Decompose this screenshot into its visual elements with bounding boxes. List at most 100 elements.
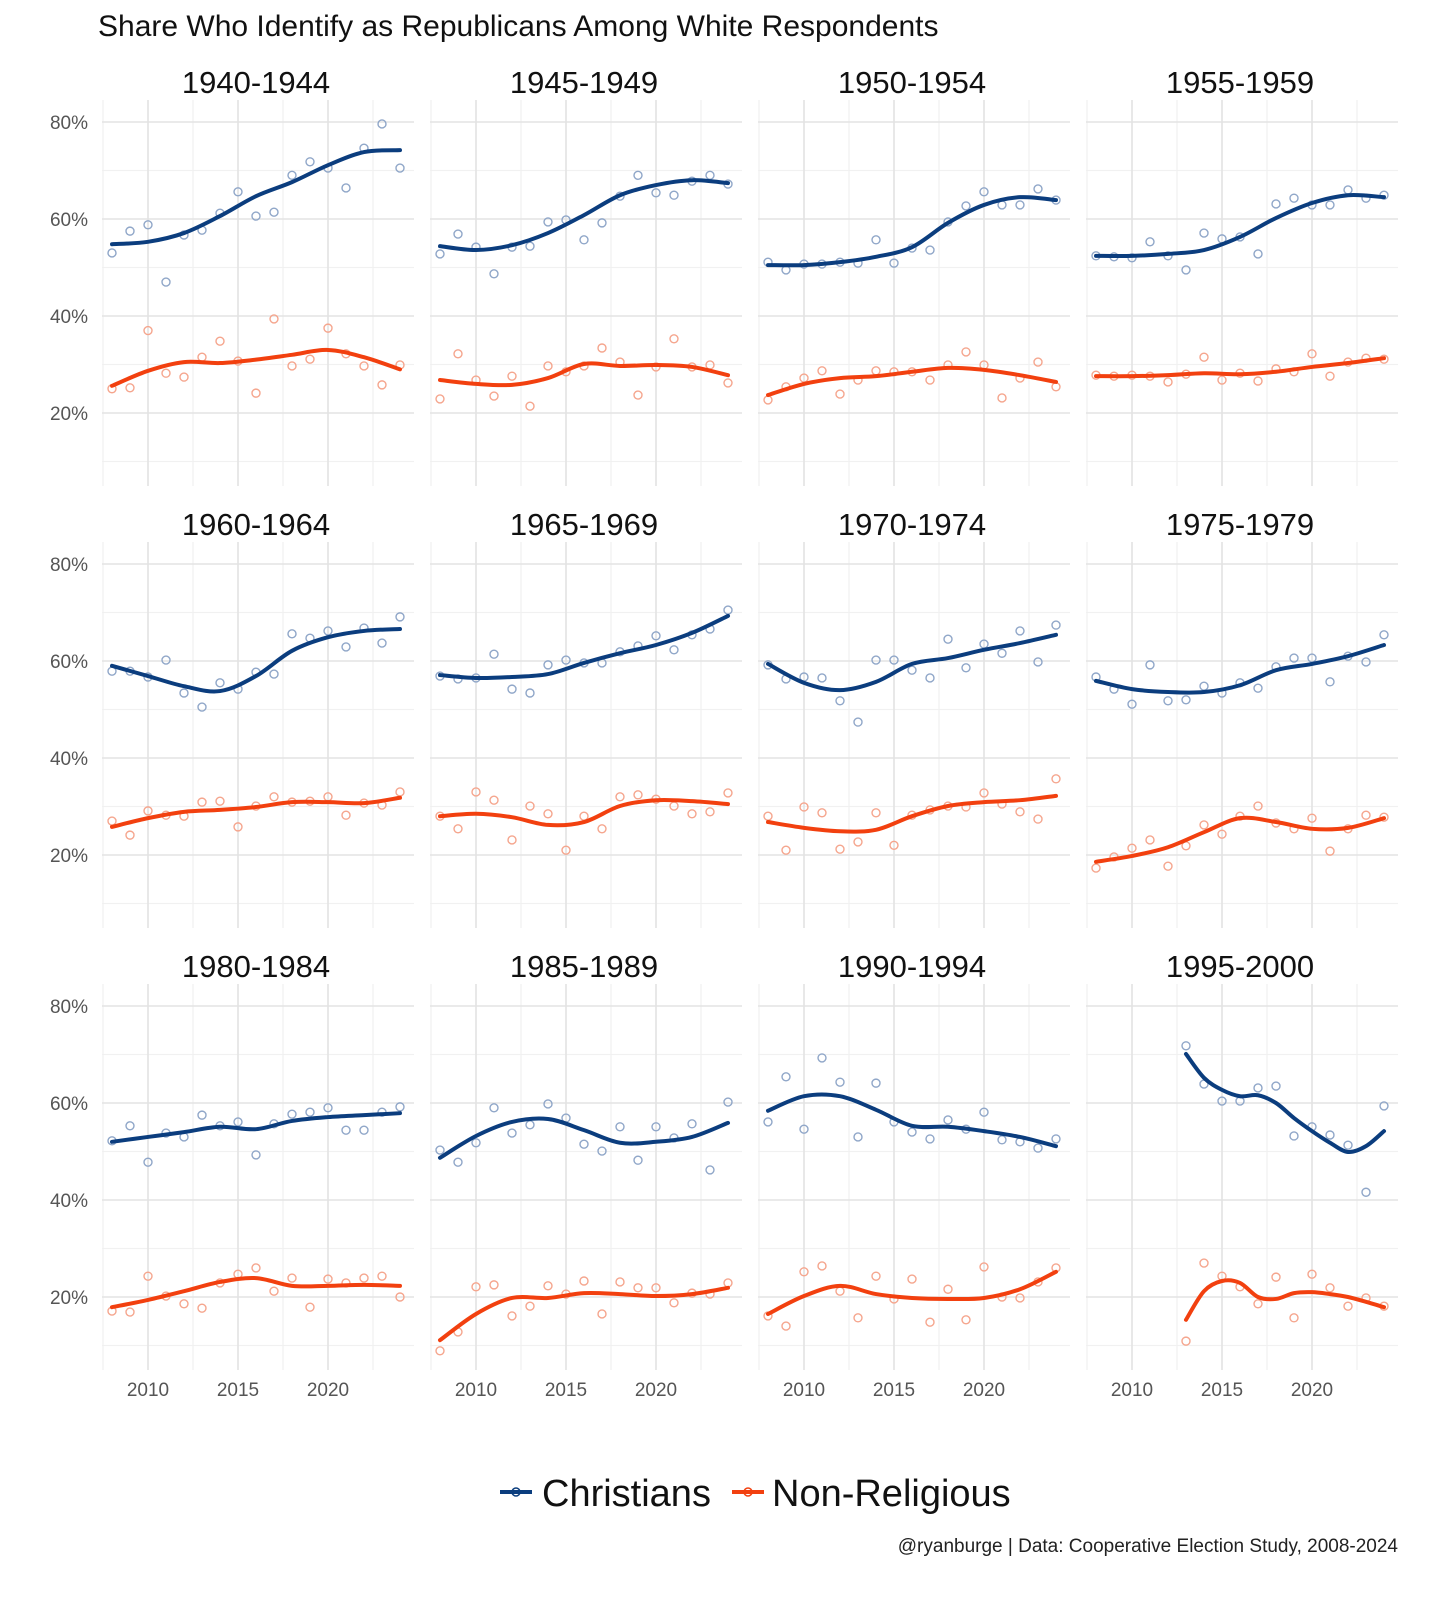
christians-point (889, 258, 899, 268)
y-tick-label: 20% (50, 404, 88, 425)
nonreligious-point (853, 837, 863, 847)
panel-1945-1949: 1945-1949 (430, 65, 742, 486)
nonreligious-point (1199, 1258, 1209, 1268)
christians-point (287, 170, 297, 181)
christians-point (705, 1165, 715, 1175)
nonreligious-point (1307, 349, 1317, 359)
christians-point (507, 1128, 517, 1138)
christians-point (1015, 626, 1025, 636)
christians-point (341, 1125, 351, 1135)
christians-point (651, 631, 661, 641)
panel-1950-1954: 1950-1954 (758, 65, 1070, 486)
panel-title: 1970-1974 (838, 507, 986, 542)
christians-point (579, 235, 589, 245)
nonreligious-trend-line (766, 793, 1058, 834)
nonreligious-trend-line (110, 347, 402, 388)
panel-title: 1965-1969 (510, 507, 658, 542)
nonreligious-point (507, 371, 517, 381)
christians-point (125, 226, 135, 236)
nonreligious-point (871, 808, 881, 818)
christians-point (323, 626, 333, 636)
panel-1990-1994: 1990-1994 2010 2015 2020 (758, 949, 1070, 1401)
legend: Christians Non-Religious (500, 1473, 1011, 1515)
nonreligious-point (359, 1273, 369, 1283)
nonreligious-point (395, 1292, 405, 1302)
panel-1985-1989: 1985-1989 2010 2015 2020 (430, 949, 742, 1401)
nonreligious-point (835, 389, 845, 399)
caption: @ryanburge | Data: Cooperative Election … (898, 1536, 1399, 1557)
nonreligious-point (1325, 371, 1335, 381)
christians-point (507, 684, 517, 694)
nonreligious-point (1325, 1283, 1335, 1293)
christians-point (471, 1138, 481, 1148)
nonreligious-point (925, 1317, 935, 1327)
christians-point (871, 1078, 881, 1088)
nonreligious-point (853, 1313, 863, 1323)
nonreligious-point (669, 334, 679, 344)
nonreligious-point (799, 802, 809, 812)
x-tick-label: 2015 (873, 1380, 915, 1401)
christians-point (1289, 193, 1299, 203)
christians-point (233, 187, 243, 197)
christians-point (1217, 1096, 1227, 1106)
nonreligious-point (723, 788, 733, 798)
christians-point (669, 190, 679, 200)
christians-point (1379, 630, 1389, 640)
chart-title: Share Who Identify as Republicans Among … (98, 10, 938, 43)
y-tick-label: 60% (50, 652, 88, 673)
christians-point (651, 1122, 661, 1132)
christians-point (871, 655, 881, 665)
nonreligious-point (525, 801, 535, 811)
christians-point (489, 1103, 499, 1113)
nonreligious-point (1325, 846, 1335, 856)
nonreligious-point (1145, 835, 1155, 845)
nonreligious-point (377, 1271, 387, 1281)
christians-point (395, 1102, 405, 1112)
christians-point (907, 665, 917, 675)
christians-point (341, 642, 351, 652)
christians-point (1343, 1140, 1353, 1150)
nonreligious-point (507, 1311, 517, 1321)
christians-point (287, 1109, 297, 1119)
nonreligious-point (161, 368, 171, 378)
christians-point (925, 673, 935, 683)
nonreligious-point (1033, 357, 1043, 367)
nonreligious-point (1217, 375, 1227, 385)
christians-point (943, 634, 953, 644)
y-tick-label: 20% (50, 846, 88, 867)
christians-point (1015, 200, 1025, 210)
christians-trend-line (438, 1116, 730, 1160)
nonreligious-point (489, 391, 499, 401)
christians-point (1051, 1134, 1061, 1144)
christians-point (1181, 695, 1191, 705)
nonreligious-point (377, 380, 387, 390)
nonreligious-point (305, 1302, 315, 1312)
x-tick-label: 2010 (783, 1380, 825, 1401)
x-tick-label: 2015 (217, 1380, 259, 1401)
christians-trend-line (1094, 642, 1386, 695)
nonreligious-point (197, 797, 207, 807)
christians-point (1253, 249, 1263, 259)
panel-1995-2000: 1995-2000 2010 2015 2020 (1086, 949, 1398, 1401)
christians-point (251, 211, 261, 221)
nonreligious-point (907, 1274, 917, 1284)
nonreligious-point (1163, 377, 1173, 387)
nonreligious-point (143, 806, 153, 816)
christians-point (1033, 657, 1043, 667)
christians-point (835, 1077, 845, 1087)
christians-point (925, 245, 935, 255)
christians-trend-line (766, 632, 1058, 693)
x-tick-label: 2020 (1291, 1380, 1333, 1401)
nonreligious-point (943, 1284, 953, 1294)
christians-point (305, 157, 315, 167)
panel-1970-1974: 1970-1974 (758, 507, 1070, 928)
christians-point (435, 249, 445, 259)
christians-point (817, 1053, 827, 1063)
christians-point (1199, 228, 1209, 238)
nonreligious-point (125, 830, 135, 840)
nonreligious-point (107, 816, 117, 826)
christians-point (525, 1120, 535, 1130)
nonreligious-trend-line (438, 797, 730, 828)
christians-point (453, 229, 463, 239)
